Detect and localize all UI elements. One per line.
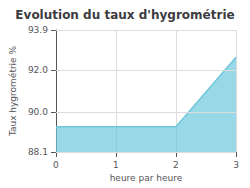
svg-text:92.0: 92.0 xyxy=(28,65,48,75)
svg-text:1: 1 xyxy=(113,160,119,170)
svg-text:2: 2 xyxy=(173,160,179,170)
svg-text:3: 3 xyxy=(233,160,239,170)
svg-text:90.0: 90.0 xyxy=(28,107,48,117)
svg-text:heure par heure: heure par heure xyxy=(110,173,183,183)
svg-text:93.9: 93.9 xyxy=(28,25,48,35)
svg-text:Taux hygrométrie %: Taux hygrométrie % xyxy=(8,45,18,137)
svg-text:88.1: 88.1 xyxy=(28,147,48,157)
svg-text:Evolution du taux d'hygrométri: Evolution du taux d'hygrométrie xyxy=(15,8,234,22)
svg-text:0: 0 xyxy=(53,160,59,170)
